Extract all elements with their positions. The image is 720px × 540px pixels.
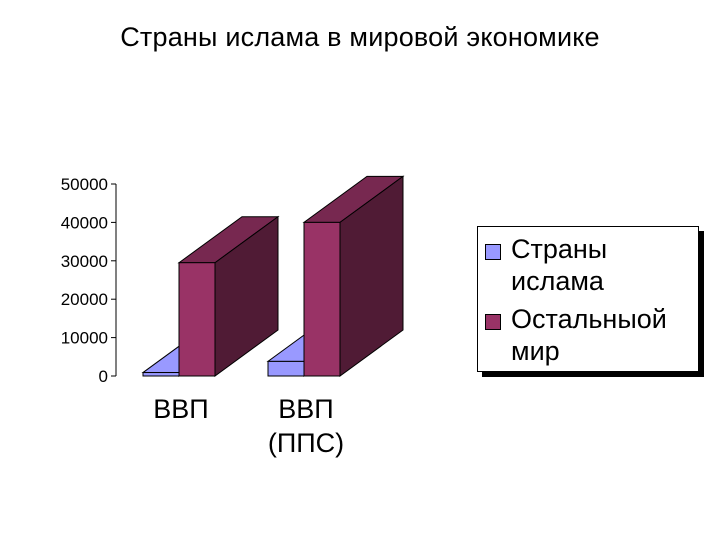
bars bbox=[141, 175, 405, 377]
y-axis: 0 10000 20000 30000 40000 50000 bbox=[61, 175, 117, 386]
y-tick-label: 10000 bbox=[61, 329, 108, 348]
legend-swatch-islam bbox=[485, 244, 501, 260]
y-tick-label: 50000 bbox=[61, 175, 108, 194]
y-tick-label: 30000 bbox=[61, 252, 108, 271]
bar-front bbox=[267, 360, 305, 377]
legend: Страны ислама Остальныой мир bbox=[477, 226, 699, 372]
legend-swatch-rest-of-world bbox=[485, 314, 501, 330]
x-tick-label: ВВП (ППС) bbox=[268, 394, 344, 458]
x-tick-label: ВВП bbox=[153, 394, 208, 424]
legend-label-rest-of-world: Остальныой мир bbox=[511, 304, 667, 366]
x-tick-label-line: (ППС) bbox=[268, 428, 344, 458]
bar bbox=[302, 175, 405, 377]
bar-front bbox=[303, 221, 341, 377]
y-tick-label: 40000 bbox=[61, 213, 108, 232]
bar bbox=[177, 215, 280, 377]
y-tick-label: 20000 bbox=[61, 290, 108, 309]
x-tick-label-line: ВВП bbox=[153, 394, 208, 424]
x-tick-labels: ВВП ВВП (ППС) bbox=[153, 394, 344, 458]
y-tick-label: 0 bbox=[99, 367, 108, 386]
x-tick-label-line: ВВП bbox=[278, 394, 333, 424]
bar-front bbox=[142, 372, 180, 377]
legend-label-islam: Страны ислама bbox=[511, 234, 608, 296]
bar-front bbox=[178, 262, 216, 377]
page-title: Страны ислама в мировой экономике bbox=[120, 22, 600, 52]
